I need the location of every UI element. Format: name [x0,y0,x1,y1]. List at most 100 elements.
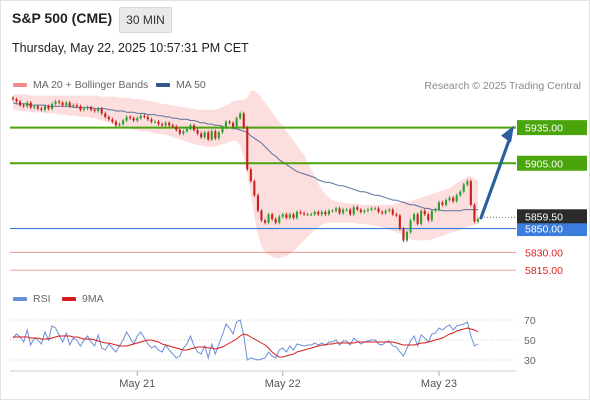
candle-body [65,102,68,106]
candle-body [395,214,398,216]
candle-body [374,208,377,210]
candle-body [19,101,22,106]
candle-body [363,210,366,212]
chart-header: S&P 500 (CME) 30 MIN [0,0,590,36]
bollinger-band-layer [13,90,478,259]
candle-body [462,184,465,192]
legend-ma50-label: MA 50 [176,79,206,91]
candle-body [11,97,14,100]
candle-body [22,105,25,107]
research-credit: Research © 2025 Trading Central [424,80,581,92]
candle-body [168,122,171,126]
candle-body [189,125,192,129]
legend-rsi-ma-label: 9MA [82,293,104,305]
time-tick-label-0: May 21 [119,378,155,390]
candle-body [107,116,110,120]
candle-body [402,228,405,241]
legend-ma50: MA 50 [156,79,206,91]
candle-body [338,208,341,214]
candle-body [281,214,284,217]
candle-body [132,118,135,121]
candle-body [274,219,277,223]
candle-body [441,202,444,205]
candle-body [352,207,355,215]
candle-body [182,131,185,134]
candle-body [391,209,394,215]
ma20-swatch [13,83,27,87]
candle-body [171,125,174,127]
candle-body [196,130,199,134]
candle-body [82,108,85,110]
candle-body [58,101,61,103]
candle-body [377,208,380,212]
candle-body [75,105,78,107]
candle-body [288,214,291,218]
legend-ma20-bb: MA 20 + Bollinger Bands [13,79,148,91]
candle-body [466,181,469,185]
candle-body [253,181,256,196]
candle-body [260,210,263,221]
candle-body [476,219,479,222]
candle-body [345,209,348,211]
candle-body [164,122,167,126]
candle-body [150,119,153,122]
time-axis: May 21 May 22 May 23 [10,370,516,390]
candle-body [185,128,188,132]
candle-body [100,108,103,114]
candle-body [146,116,149,120]
candle-body [416,214,419,224]
legend-rsi: RSI [13,293,51,305]
candle-body [427,214,430,221]
time-tick-label-1: May 22 [265,378,301,390]
candle-body [342,209,345,214]
candle-body [143,115,146,117]
candle-body [61,102,64,106]
candle-body [104,113,107,117]
rsi-tick-label-2: 30 [524,355,536,367]
current-price-label: 5859.50 [525,211,563,223]
candle-body [303,213,306,215]
level-tag-2 [517,221,587,237]
candle-body [469,181,472,205]
current-price-tag [517,209,587,224]
candle-body [29,102,32,108]
candle-body [381,211,384,214]
candle-body [413,214,416,221]
level-label-0: 5935.00 [525,123,563,135]
candle-body [51,103,54,109]
candle-body [114,121,117,126]
ma50-swatch [156,83,170,87]
candle-body [207,132,210,140]
candle-body [239,113,242,119]
candle-body [473,204,476,222]
timeframe-button[interactable]: 30 MIN [119,7,172,33]
level-tag-0 [517,120,587,136]
candle-body [40,108,43,110]
candle-body [359,209,362,212]
candle-body [423,210,426,215]
candle-body [26,102,29,107]
candle-body [178,130,181,134]
candle-body [356,207,359,210]
price-levels-layer: 5935.00 5905.00 5850.00 5830.00 5815.00 5859.… [10,120,587,277]
level-tag-1 [517,155,587,171]
candle-body [384,210,387,214]
candle-body [445,200,448,205]
candle-body [388,209,391,211]
candle-body [317,211,320,215]
chart-timestamp: Thursday, May 22, 2025 10:57:31 PM CET [12,41,249,55]
rsi-line [12,319,479,361]
candle-body [136,118,139,121]
forecast-arrow-layer [479,125,514,220]
candle-body [295,211,298,218]
legend-rsi-ma: 9MA [62,293,104,305]
candle-body [264,220,267,223]
candle-body [366,209,369,211]
candle-body [200,133,203,138]
candle-body [256,195,259,211]
legend-rsi-label: RSI [33,293,51,305]
candle-body [54,101,57,104]
level-label-2: 5850.00 [525,224,563,236]
candle-body [232,122,235,127]
